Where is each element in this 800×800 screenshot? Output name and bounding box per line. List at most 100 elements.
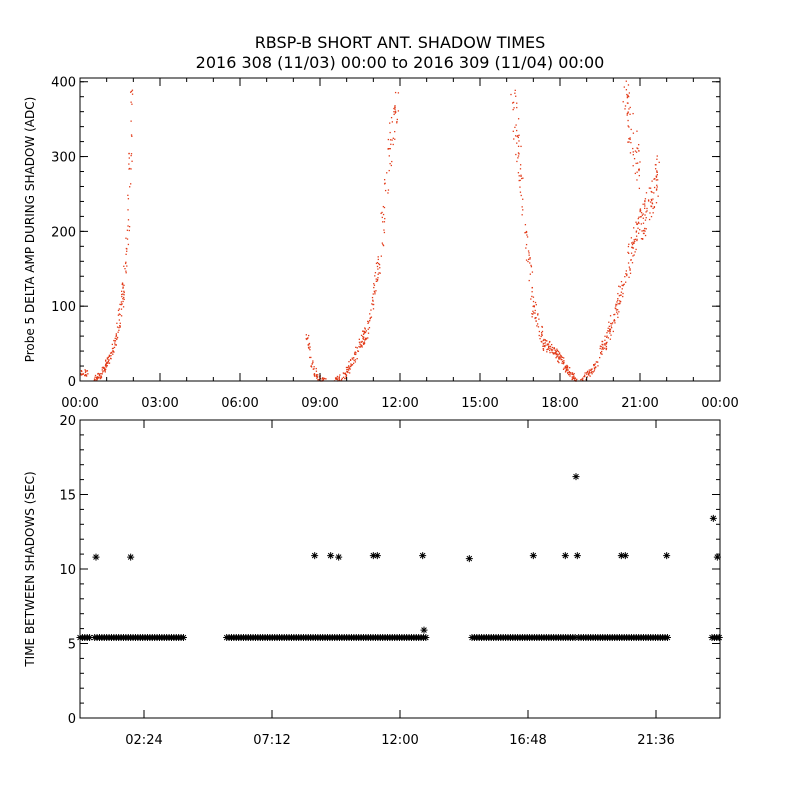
data-point bbox=[521, 206, 523, 208]
data-point bbox=[626, 93, 628, 96]
data-point bbox=[590, 369, 592, 371]
data-point bbox=[308, 347, 310, 350]
data-point bbox=[653, 206, 656, 209]
data-point bbox=[534, 317, 536, 319]
data-point bbox=[605, 345, 608, 348]
data-point bbox=[344, 372, 346, 374]
data-point bbox=[376, 278, 379, 281]
data-point bbox=[311, 552, 319, 560]
data-point bbox=[633, 158, 636, 160]
data-point bbox=[99, 376, 101, 378]
data-point bbox=[644, 200, 646, 203]
data-point bbox=[630, 141, 632, 144]
data-point bbox=[634, 251, 636, 253]
data-point bbox=[115, 338, 118, 340]
data-point bbox=[364, 327, 366, 329]
data-point bbox=[550, 348, 552, 350]
data-point bbox=[619, 294, 622, 296]
data-point bbox=[384, 182, 386, 184]
data-point bbox=[644, 200, 646, 202]
data-point bbox=[586, 373, 588, 375]
data-point bbox=[656, 171, 658, 173]
data-point bbox=[627, 112, 629, 114]
data-point bbox=[529, 273, 531, 275]
data-point bbox=[130, 120, 132, 122]
data-point bbox=[513, 138, 515, 140]
data-point bbox=[610, 326, 613, 329]
data-point bbox=[617, 299, 619, 302]
data-point bbox=[658, 161, 660, 164]
data-point bbox=[527, 260, 529, 263]
data-point bbox=[547, 343, 550, 345]
data-point bbox=[117, 314, 120, 316]
baseline-point bbox=[86, 634, 94, 642]
data-point bbox=[581, 378, 583, 380]
data-point bbox=[394, 108, 396, 110]
data-point bbox=[569, 375, 571, 377]
data-point bbox=[519, 168, 522, 170]
data-point bbox=[626, 95, 629, 97]
data-point bbox=[626, 102, 629, 104]
data-point bbox=[313, 368, 315, 370]
data-point bbox=[540, 332, 543, 334]
data-point bbox=[350, 359, 352, 361]
data-point bbox=[80, 374, 82, 376]
data-point bbox=[624, 108, 626, 110]
data-point bbox=[588, 374, 590, 376]
data-point bbox=[572, 376, 574, 378]
data-point bbox=[556, 355, 559, 357]
data-point bbox=[600, 351, 602, 354]
data-point bbox=[615, 305, 617, 307]
data-point bbox=[383, 221, 386, 223]
data-point bbox=[113, 339, 115, 342]
data-point bbox=[644, 207, 646, 209]
data-point bbox=[519, 186, 521, 188]
data-point bbox=[81, 373, 83, 376]
data-point bbox=[636, 162, 639, 164]
data-point bbox=[557, 350, 560, 353]
data-point bbox=[533, 312, 535, 314]
data-point bbox=[105, 362, 108, 365]
y-tick-label: 5 bbox=[68, 638, 76, 653]
data-point bbox=[573, 377, 576, 379]
data-point bbox=[646, 207, 648, 210]
data-point bbox=[128, 152, 130, 155]
data-point bbox=[80, 373, 82, 375]
data-point bbox=[372, 308, 375, 310]
top-panel: 00:00 03:00 06:00 09:00 12:00 15:00 18:00 21:00… bbox=[23, 76, 739, 411]
data-point bbox=[586, 370, 589, 373]
data-point bbox=[81, 370, 83, 373]
data-point bbox=[593, 370, 596, 372]
data-point bbox=[656, 174, 658, 176]
data-point bbox=[338, 376, 341, 378]
data-point bbox=[121, 282, 124, 284]
data-point bbox=[633, 239, 635, 241]
data-point bbox=[120, 308, 123, 310]
data-point bbox=[367, 328, 369, 330]
data-point bbox=[663, 552, 671, 560]
data-point bbox=[636, 238, 638, 241]
data-point bbox=[104, 369, 106, 371]
data-point bbox=[392, 137, 394, 139]
data-point bbox=[630, 237, 633, 239]
data-point bbox=[396, 122, 398, 124]
data-point bbox=[128, 225, 131, 228]
data-point bbox=[644, 198, 647, 200]
data-point bbox=[533, 305, 535, 308]
data-point bbox=[394, 105, 396, 107]
data-point bbox=[558, 361, 560, 364]
data-point bbox=[367, 320, 369, 323]
data-point bbox=[635, 151, 638, 153]
data-point bbox=[114, 340, 116, 342]
data-point bbox=[327, 552, 335, 560]
data-point bbox=[522, 177, 524, 179]
data-point bbox=[382, 213, 385, 216]
data-point bbox=[341, 377, 343, 379]
data-point bbox=[623, 86, 625, 88]
data-point bbox=[373, 286, 375, 289]
data-point bbox=[100, 377, 102, 379]
data-point bbox=[126, 229, 129, 231]
data-point bbox=[100, 373, 102, 375]
data-point bbox=[391, 121, 394, 123]
data-point bbox=[611, 322, 614, 324]
